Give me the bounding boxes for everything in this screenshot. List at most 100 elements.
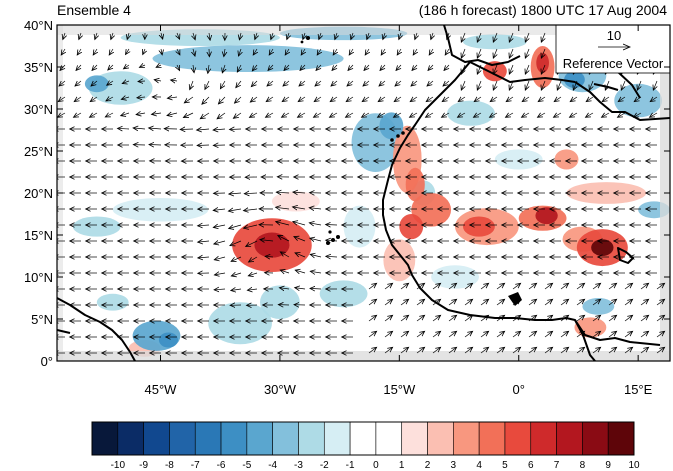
lon-tick-label: 15°W (383, 382, 416, 397)
missing-data-border-top (57, 25, 670, 35)
wind-vector (477, 80, 481, 90)
wind-vector (506, 97, 514, 102)
wind-vector (608, 315, 617, 322)
reference-vector-magnitude: 10 (607, 28, 621, 43)
wind-vector (161, 48, 162, 55)
wind-vector (592, 315, 601, 322)
wind-vector (442, 113, 450, 117)
wind-vector (480, 283, 489, 290)
wind-vector (228, 209, 242, 211)
cape-verde-island (331, 238, 335, 242)
wind-vector (509, 48, 513, 58)
wind-vector (512, 347, 521, 354)
wind-vector (314, 97, 322, 102)
negative-anomaly-region (582, 298, 615, 315)
wind-vector (93, 48, 97, 55)
wind-vector (193, 32, 195, 40)
lon-tick-label: 30°W (264, 382, 297, 397)
wind-vector (640, 315, 649, 322)
colorbar-label: -8 (165, 460, 174, 471)
wind-vector (624, 347, 633, 354)
colorbar-label: -4 (268, 460, 277, 471)
map-axes: 0° 5°N 10°N 15°N 20°N 25°N 30°N 35°N 40°N 45°W 30°… (24, 18, 670, 397)
lat-tick-label: 30°N (24, 102, 53, 117)
wind-vector (268, 64, 273, 71)
wind-vector (637, 80, 641, 90)
wind-vector (121, 97, 130, 99)
wind-vector (429, 48, 433, 55)
wind-vector (149, 145, 162, 146)
wind-vector (384, 331, 393, 338)
wind-vector (368, 331, 377, 338)
wind-vector (400, 299, 409, 306)
negative-anomaly-region (379, 112, 404, 140)
wind-vector (269, 48, 273, 55)
wind-vector (576, 299, 585, 306)
wind-vector (310, 288, 322, 289)
wind-vector (512, 283, 521, 290)
cape-verde-island (328, 230, 332, 234)
wind-vector (493, 80, 497, 90)
wind-vector (522, 97, 530, 102)
wind-vector (279, 288, 290, 289)
wind-vector (214, 289, 226, 290)
wind-vector (368, 347, 377, 354)
wind-vector (244, 193, 258, 194)
lat-tick-label: 15°N (24, 228, 53, 243)
wind-vector (111, 32, 113, 40)
colorbar-swatch (272, 421, 299, 456)
wind-vector (331, 80, 338, 86)
canary-island (390, 138, 394, 142)
wind-vector (316, 64, 321, 71)
wind-vector (608, 299, 617, 306)
wind-vector (493, 48, 497, 58)
wind-vector (541, 80, 545, 90)
wind-vector (310, 271, 322, 273)
colorbar-swatch (478, 421, 506, 456)
wind-vector (480, 331, 489, 338)
wind-vector (576, 315, 585, 322)
wind-vector (276, 192, 290, 193)
wind-vector (592, 283, 601, 290)
colorbar-swatch (453, 421, 480, 456)
wind-vector (161, 32, 163, 39)
wind-vector (299, 80, 306, 86)
colorbar-swatch (607, 421, 635, 456)
wind-vector (522, 113, 530, 117)
colorbar-label: -9 (139, 460, 148, 471)
wind-vector (448, 315, 457, 322)
wind-vector (314, 113, 322, 117)
lat-tick-label: 20°N (24, 186, 53, 201)
wind-vector (213, 225, 226, 227)
wind-vector (432, 347, 441, 354)
wind-vector (139, 65, 146, 67)
wind-vector (400, 315, 409, 322)
wind-vector (253, 48, 257, 55)
wind-vector (592, 347, 601, 354)
wind-vector (412, 64, 417, 71)
wind-vector (77, 48, 81, 55)
wind-vector (133, 128, 146, 129)
colorbar-label: 4 (476, 460, 482, 471)
wind-vector (167, 113, 178, 116)
wind-vector (136, 113, 146, 115)
colorbar-swatch (246, 421, 273, 456)
wind-vector (592, 299, 601, 306)
wind-vector (239, 32, 241, 40)
wind-vector (458, 113, 466, 117)
wind-vector (218, 96, 226, 104)
wind-vector (301, 48, 305, 55)
wind-vector (285, 48, 289, 55)
wind-vector (76, 64, 81, 71)
wind-vector (74, 113, 82, 117)
wind-vector (525, 32, 529, 42)
wind-vector (416, 347, 425, 354)
wind-vector (525, 64, 529, 74)
wind-vector (416, 315, 425, 322)
wind-vector (541, 64, 545, 74)
wind-vector (432, 283, 441, 290)
wind-vector (576, 283, 585, 290)
colorbar-swatch (504, 421, 532, 456)
wind-vector (280, 252, 290, 258)
colorbar-label: 0 (373, 460, 379, 471)
